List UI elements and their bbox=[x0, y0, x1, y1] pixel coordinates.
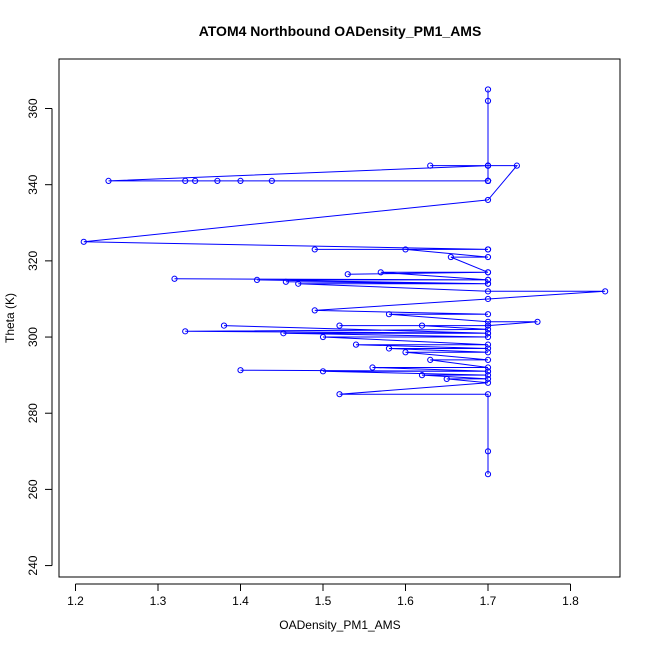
data-point bbox=[319, 368, 327, 375]
x-axis: 1.2 1.3 1.4 1.5 1.6 1.7 1.8 bbox=[67, 583, 579, 608]
data-point bbox=[484, 345, 492, 352]
data-point bbox=[237, 367, 244, 374]
data-point bbox=[336, 391, 343, 398]
data-point bbox=[484, 368, 492, 375]
data-point bbox=[295, 280, 302, 287]
data-point bbox=[369, 364, 376, 371]
data-point bbox=[484, 311, 492, 318]
data-point bbox=[268, 177, 275, 184]
data-point bbox=[484, 162, 492, 169]
y-tick-label: 360 bbox=[26, 98, 40, 118]
x-tick-label: 1.2 bbox=[67, 594, 84, 608]
data-point bbox=[443, 375, 450, 383]
plot-frame bbox=[58, 58, 621, 578]
data-point bbox=[385, 345, 393, 352]
data-point bbox=[253, 276, 261, 284]
x-tick-label: 1.5 bbox=[315, 594, 332, 608]
data-point bbox=[484, 372, 492, 379]
data-point bbox=[319, 333, 327, 341]
y-tick-label: 260 bbox=[26, 479, 40, 499]
x-tick-label: 1.4 bbox=[232, 594, 249, 608]
data-point bbox=[484, 246, 492, 253]
y-tick-label: 340 bbox=[26, 174, 40, 194]
data-point bbox=[105, 177, 112, 184]
data-point bbox=[484, 86, 492, 93]
x-tick-label: 1.6 bbox=[397, 594, 414, 608]
data-point bbox=[80, 238, 87, 245]
data-point bbox=[352, 341, 360, 348]
data-point bbox=[344, 271, 351, 278]
data-point bbox=[418, 372, 426, 379]
series-lines bbox=[83, 89, 606, 475]
data-point bbox=[484, 448, 492, 455]
chart-title: ATOM4 Northbound OADensity_PM1_AMS bbox=[199, 23, 482, 39]
y-tick-label: 280 bbox=[26, 403, 40, 423]
data-point bbox=[484, 280, 492, 287]
data-point bbox=[484, 375, 492, 383]
data-point bbox=[182, 177, 189, 184]
data-point bbox=[484, 333, 492, 341]
data-point bbox=[484, 318, 492, 325]
data-point bbox=[484, 322, 492, 329]
data-point bbox=[237, 177, 244, 184]
data-point bbox=[182, 328, 189, 335]
data-point bbox=[484, 295, 492, 303]
data-point bbox=[534, 318, 541, 325]
data-point bbox=[484, 177, 492, 184]
data-point bbox=[282, 278, 289, 285]
data-point bbox=[220, 322, 228, 329]
data-point bbox=[484, 326, 492, 333]
series-line bbox=[83, 89, 606, 475]
x-tick-label: 1.7 bbox=[480, 594, 497, 608]
data-point bbox=[484, 253, 492, 261]
data-point bbox=[484, 356, 492, 363]
data-point bbox=[484, 391, 492, 398]
x-tick-label: 1.3 bbox=[150, 594, 167, 608]
data-point bbox=[484, 269, 492, 276]
data-point bbox=[484, 364, 492, 371]
data-point bbox=[427, 162, 434, 169]
data-point bbox=[336, 322, 343, 329]
data-point bbox=[484, 276, 492, 284]
y-axis-label: Theta (K) bbox=[3, 293, 17, 343]
data-point bbox=[484, 330, 492, 337]
y-tick-label: 300 bbox=[26, 327, 40, 347]
y-tick-label: 320 bbox=[26, 251, 40, 271]
data-point bbox=[484, 349, 492, 356]
data-point bbox=[214, 177, 221, 184]
data-point bbox=[484, 288, 492, 295]
x-axis-label: OADensity_PM1_AMS bbox=[279, 618, 400, 632]
data-point bbox=[484, 379, 492, 386]
data-point bbox=[484, 97, 492, 104]
data-point bbox=[171, 275, 178, 282]
x-tick-label: 1.8 bbox=[562, 594, 579, 608]
series-points bbox=[80, 86, 609, 478]
data-point bbox=[402, 246, 409, 253]
data-point bbox=[192, 177, 199, 184]
data-point bbox=[427, 356, 434, 363]
data-point bbox=[484, 471, 492, 478]
data-point bbox=[484, 341, 492, 348]
data-point bbox=[418, 322, 426, 329]
data-point bbox=[311, 307, 318, 314]
data-point bbox=[484, 196, 492, 204]
data-point bbox=[447, 253, 454, 261]
data-point bbox=[513, 162, 520, 169]
data-point bbox=[402, 349, 409, 356]
data-point bbox=[280, 330, 287, 337]
y-tick-label: 240 bbox=[26, 555, 40, 575]
y-axis: 240 260 280 300 320 340 360 bbox=[26, 98, 53, 576]
data-point bbox=[311, 246, 318, 253]
data-point bbox=[377, 269, 384, 276]
data-point bbox=[602, 288, 609, 295]
data-point bbox=[385, 311, 393, 318]
